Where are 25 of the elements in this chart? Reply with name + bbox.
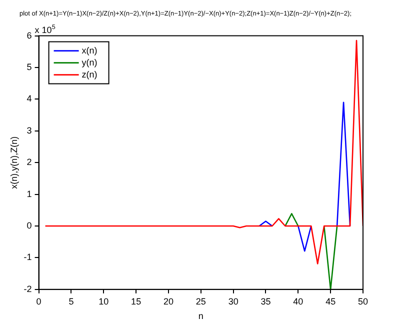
x-tick-label: 15 [131, 296, 142, 306]
x-axis-title: n [198, 311, 204, 322]
x-tick-label: 5 [68, 296, 74, 306]
y-tick-label: -2 [24, 284, 32, 294]
x-tick-label: 50 [358, 296, 368, 306]
legend-label: y(n) [82, 57, 98, 68]
y-tick-label: 4 [26, 94, 32, 104]
legend-label: z(n) [82, 69, 98, 80]
x-tick-label: 45 [326, 296, 336, 306]
y-axis-title: x(n),y(n),Z(n) [8, 136, 19, 189]
y-tick-label: 2 [26, 157, 32, 168]
y-tick-label: -1 [24, 252, 32, 262]
x-tick-label: 0 [36, 296, 42, 306]
x-tick-label: 20 [163, 296, 174, 306]
y-tick-label: 1 [26, 188, 32, 199]
x-tick-label: 40 [293, 296, 304, 306]
y-tick-label: 3 [26, 125, 32, 136]
y-tick-label: 6 [26, 30, 32, 40]
x-tick-label: 10 [98, 296, 109, 306]
legend-label: x(n) [82, 45, 98, 56]
y-tick-label: 0 [26, 220, 32, 230]
x-tick-label: 30 [228, 296, 238, 306]
x-tick-label: 35 [260, 296, 271, 306]
x-tick-label: 25 [196, 296, 206, 306]
y-tick-label: 5 [26, 62, 32, 72]
